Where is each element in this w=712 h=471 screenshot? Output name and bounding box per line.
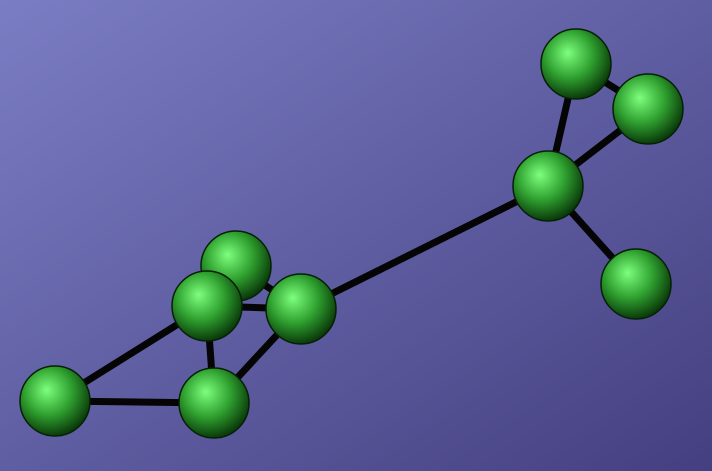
node-n8 xyxy=(612,73,684,145)
nodes-layer xyxy=(19,28,684,439)
node-n6 xyxy=(512,150,584,222)
node-n7 xyxy=(540,28,612,100)
node-n1 xyxy=(19,365,91,437)
edge-n5-n6 xyxy=(297,182,552,313)
node-n3 xyxy=(171,270,243,342)
node-n10 xyxy=(600,248,672,320)
node-n2 xyxy=(178,367,250,439)
node-n5 xyxy=(265,273,337,345)
